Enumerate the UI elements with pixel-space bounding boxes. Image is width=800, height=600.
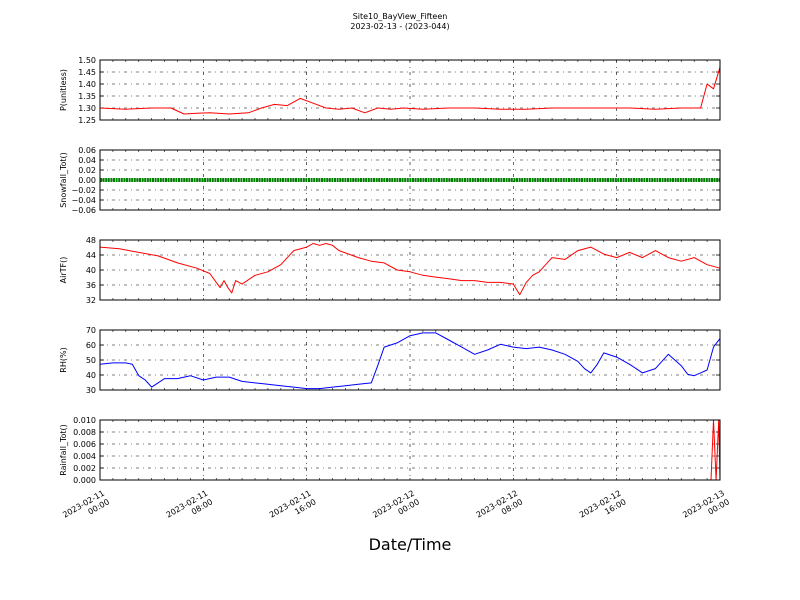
y-tick-label: 60: [86, 341, 96, 350]
y-tick-label: 0.010: [73, 416, 96, 425]
subplot-panels: 1.25 1.30 1.35 1.40 1.45 1.50 P(unitless) −0.06…: [59, 56, 721, 485]
y-tick-label: 1.45: [78, 68, 96, 77]
y-tick-label: 36: [86, 281, 96, 290]
y-tick-label: −0.06: [71, 206, 96, 215]
x-axis-label: Date/Time: [369, 535, 452, 554]
y-tick-label: 1.30: [78, 104, 96, 113]
y-tick-label: 0.008: [73, 428, 96, 437]
subplot-4: 30 40 50 60 70 RH(%): [59, 326, 721, 395]
axes-frame: [99, 149, 721, 211]
y-axis-label: RH(%): [59, 347, 68, 372]
series-line: [99, 332, 721, 390]
y-tick-label: 30: [86, 386, 96, 395]
y-tick-label: 0.04: [78, 156, 96, 165]
y-tick-label: 0.002: [73, 464, 96, 473]
y-axis-label: AirTF(): [59, 257, 68, 284]
axes-frame: [99, 419, 721, 481]
y-axis-label: Snowfall_Tot(): [59, 152, 68, 208]
y-tick-label: 40: [86, 371, 96, 380]
y-tick-label: 40: [86, 266, 96, 275]
y-tick-label: 44: [86, 251, 96, 260]
y-tick-label: 0.06: [78, 146, 96, 155]
subplot-1: 1.25 1.30 1.35 1.40 1.45 1.50 P(unitless): [59, 56, 721, 125]
y-tick-label: 1.50: [78, 56, 96, 65]
y-tick-label: 50: [86, 356, 96, 365]
y-tick-label: 70: [86, 326, 96, 335]
y-tick-label: 1.40: [78, 80, 96, 89]
series-line: [99, 243, 721, 296]
axes-frame: [99, 239, 721, 301]
y-tick-label: 48: [86, 236, 96, 245]
y-tick-label: −0.04: [71, 196, 96, 205]
y-tick-label: 0.02: [78, 166, 96, 175]
y-tick-label: −0.02: [71, 186, 96, 195]
y-tick-label: 32: [86, 296, 96, 305]
axes-frame: [99, 329, 721, 391]
y-tick-label: 0.00: [78, 176, 96, 185]
chart-title-line2: 2023-02-13 - (2023-044): [350, 22, 449, 31]
y-axis-label: P(unitless): [59, 69, 68, 111]
subplot-3: 32 36 40 44 48 AirTF(): [59, 236, 721, 305]
axes-frame: [99, 59, 721, 121]
y-tick-label: 0.000: [73, 476, 96, 485]
y-tick-label: 1.35: [78, 92, 96, 101]
subplot-5: 0.000 0.002 0.004 0.006 0.008 0.010 Rainfall_T…: [59, 416, 721, 485]
y-tick-label: 1.25: [78, 116, 96, 125]
subplot-2: −0.06−0.04−0.020.000.020.040.06 Snowfall_…: [59, 146, 721, 215]
series-line: [99, 67, 721, 115]
y-tick-label: 0.004: [73, 452, 96, 461]
y-axis-label: Rainfall_Tot(): [59, 424, 68, 476]
chart-title-line1: Site10_BayView_Fifteen: [353, 12, 448, 21]
y-tick-label: 0.006: [73, 440, 96, 449]
